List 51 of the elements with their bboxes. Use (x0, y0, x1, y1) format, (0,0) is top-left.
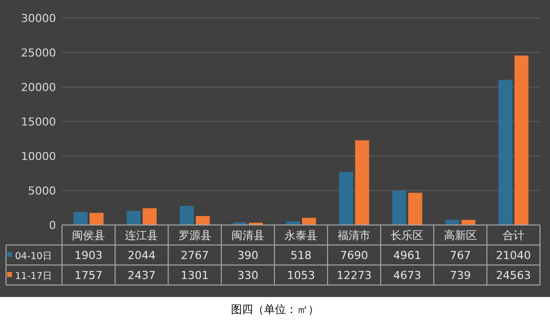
bar (514, 56, 528, 225)
data-label: 1903 (74, 249, 103, 262)
bar (196, 216, 210, 225)
data-label: 1301 (180, 269, 209, 282)
legend-label: 04-10日 (15, 251, 53, 262)
data-label: 7690 (340, 249, 368, 262)
x-tick-label: 合计 (502, 229, 524, 242)
bar (498, 80, 512, 225)
data-label: 4961 (393, 249, 422, 262)
bar (445, 220, 460, 225)
bar (302, 218, 316, 225)
bar (339, 172, 354, 225)
x-tick-label: 闽清县 (231, 229, 264, 242)
x-tick-label: 长乐区 (390, 229, 424, 242)
y-tick-label: 0 (49, 219, 56, 232)
data-label: 767 (450, 249, 471, 262)
bar (74, 212, 88, 225)
y-tick-label: 5000 (28, 184, 56, 198)
y-tick-label: 10000 (21, 150, 56, 163)
y-tick-label: 25000 (21, 46, 56, 60)
x-tick-label: 闽侯县 (72, 229, 106, 242)
data-label: 4673 (393, 269, 422, 282)
y-tick-label: 15000 (21, 116, 56, 128)
text: 图四（单位：㎡） (231, 303, 319, 316)
data-label: 518 (290, 249, 312, 262)
y-tick-label: 30000 (21, 12, 56, 25)
data-label: 2767 (180, 249, 209, 262)
bar (126, 210, 141, 225)
x-tick-label: 永泰县 (284, 229, 318, 242)
bar (408, 192, 422, 225)
bar (392, 190, 406, 225)
data-label: 330 (237, 269, 258, 282)
x-tick-label: 高新区 (444, 229, 477, 242)
bar (90, 212, 104, 225)
bar (180, 206, 194, 225)
data-label: 21040 (496, 249, 531, 262)
data-label: 12273 (336, 269, 372, 282)
x-tick-label: 福清市 (338, 229, 371, 242)
x-tick-label: 罗源县 (178, 229, 212, 242)
bar (142, 208, 157, 225)
legend-label: 11-17日 (15, 271, 53, 282)
data-label: 1757 (74, 269, 103, 282)
y-tick-label: 20000 (21, 81, 56, 94)
data-label: 24563 (496, 269, 531, 282)
bar (355, 140, 370, 225)
data-label: 1053 (287, 269, 315, 282)
x-tick-label: 连江县 (125, 229, 158, 242)
data-label: 2044 (128, 249, 156, 262)
data-label: 739 (450, 269, 471, 282)
data-label: 2437 (128, 269, 156, 282)
data-label: 390 (237, 249, 258, 262)
